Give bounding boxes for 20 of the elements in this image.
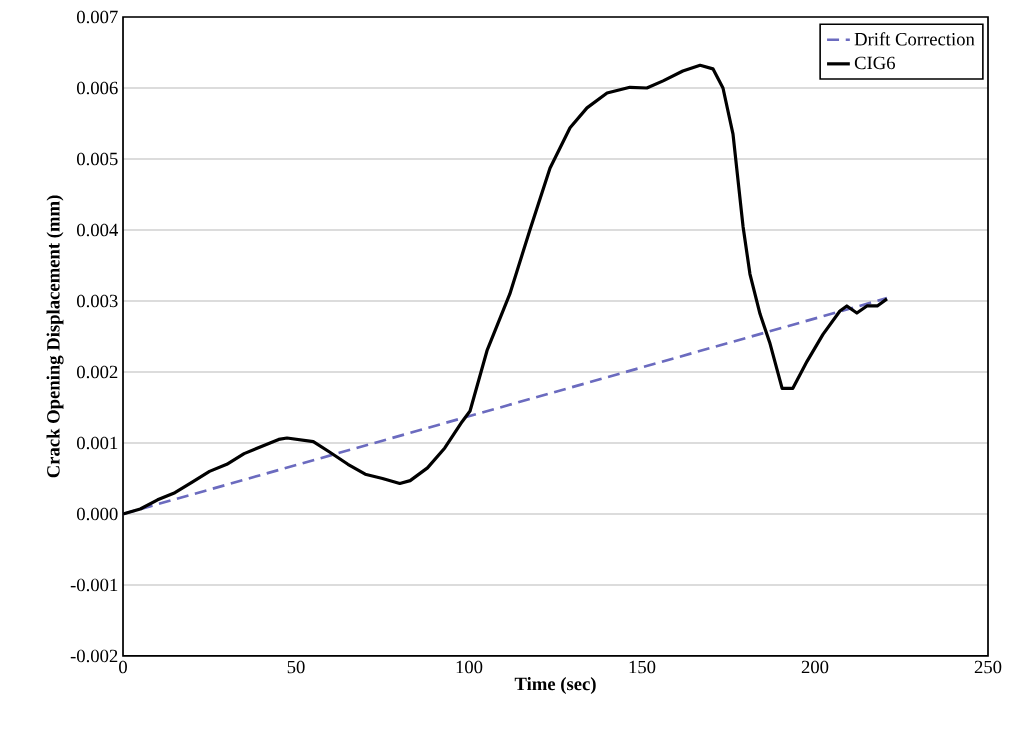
x-tick-label: 50 <box>287 660 305 674</box>
x-tick-label: 250 <box>974 660 1002 674</box>
legend-label: CIG6 <box>854 56 896 70</box>
legend-label: Drift Correction <box>854 32 975 46</box>
x-axis-title: Time (sec) <box>514 677 596 695</box>
y-tick-label: 0.002 <box>77 365 118 379</box>
x-tick-label: 150 <box>629 660 656 674</box>
y-tick-label: 0.003 <box>77 294 118 308</box>
y-tick-label: 0.006 <box>77 81 118 95</box>
y-tick-label: 0.005 <box>77 152 118 166</box>
y-tick-label: 0.007 <box>77 10 118 24</box>
y-tick-label: -0.002 <box>70 649 118 663</box>
y-tick-label: -0.001 <box>70 578 118 592</box>
x-tick-label: 200 <box>801 660 829 674</box>
x-tick-label: 100 <box>456 660 483 674</box>
y-tick-label: 0.001 <box>77 436 118 450</box>
y-axis-title: Crack Opening Displacement (mm) <box>46 195 64 478</box>
y-tick-label: 0.000 <box>77 507 118 521</box>
x-tick-label: 0 <box>119 660 127 674</box>
y-tick-label: 0.004 <box>77 223 119 237</box>
